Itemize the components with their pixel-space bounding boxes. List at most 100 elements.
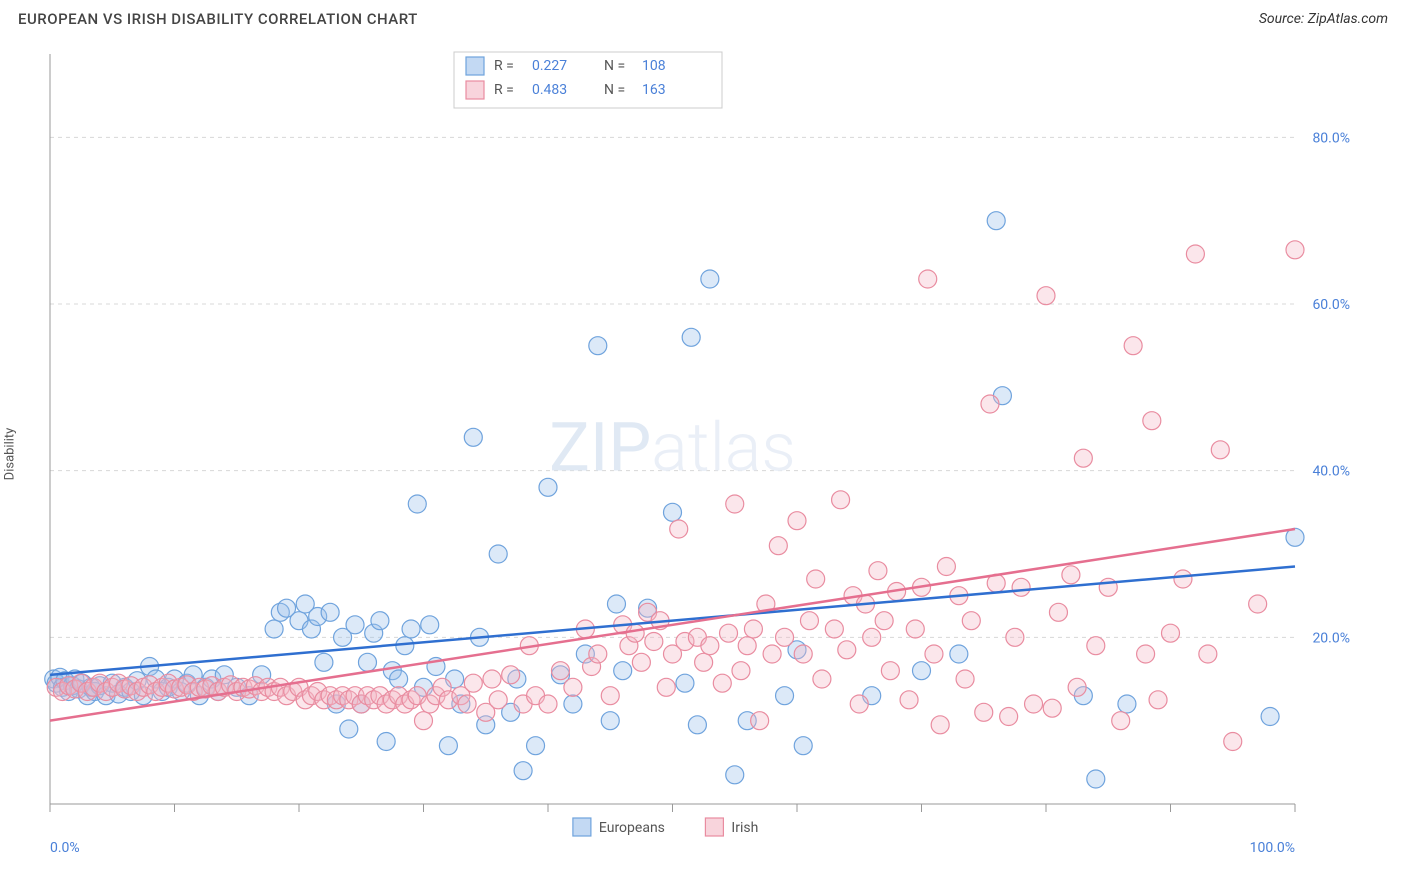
data-point [825,620,843,638]
data-point [1012,578,1030,596]
data-point [415,712,433,730]
x-tick-label: 0.0% [50,840,80,856]
scatter-chart: 20.0%40.0%60.0%80.0%ZIPatlas0.0%100.0%R … [0,34,1406,874]
data-point [900,691,918,709]
data-point [688,716,706,734]
data-point [975,703,993,721]
data-point [439,737,457,755]
data-point [589,645,607,663]
data-point [315,653,333,671]
data-point [421,616,439,634]
data-point [1174,570,1192,588]
data-point [744,620,762,638]
y-tick-label: 40.0% [1312,464,1350,480]
data-point [726,766,744,784]
y-tick-label: 20.0% [1312,630,1350,646]
data-point [664,503,682,521]
data-point [1006,628,1024,646]
data-point [390,670,408,688]
data-point [794,737,812,755]
data-point [483,670,501,688]
data-point [527,737,545,755]
data-point [358,653,376,671]
data-point [732,662,750,680]
data-point [464,428,482,446]
data-point [937,558,955,576]
data-point [607,595,625,613]
data-point [919,270,937,288]
data-point [713,674,731,692]
data-point [832,491,850,509]
data-point [701,637,719,655]
data-point [489,545,507,563]
watermark: ZIPatlas [549,408,796,488]
data-point [726,495,744,513]
legend-series-label: Europeans [599,820,665,836]
legend-series-label: Irish [731,820,758,836]
data-point [906,620,924,638]
data-point [657,678,675,696]
data-point [695,653,713,671]
data-point [1286,241,1304,259]
data-point [1118,695,1136,713]
legend-r-label: R = [494,82,514,98]
data-point [913,662,931,680]
data-point [1068,678,1086,696]
data-point [950,645,968,663]
data-point [875,612,893,630]
data-point [676,674,694,692]
data-point [1186,245,1204,263]
data-point [564,678,582,696]
data-point [340,720,358,738]
data-point [956,670,974,688]
data-point [1043,699,1061,717]
data-point [881,662,899,680]
data-point [539,695,557,713]
data-point [1137,645,1155,663]
data-point [1087,770,1105,788]
data-point [720,624,738,642]
legend-swatch [466,57,484,75]
data-point [682,328,700,346]
source-prefix: Source: [1259,11,1308,27]
data-point [408,495,426,513]
data-point [738,637,756,655]
data-point [614,662,632,680]
data-point [1074,449,1092,467]
legend-swatch [573,818,591,836]
data-point [321,603,339,621]
data-point [346,616,364,634]
data-point [987,212,1005,230]
data-point [869,562,887,580]
chart-container: Disability 20.0%40.0%60.0%80.0%ZIPatlas0… [0,34,1406,874]
data-point [807,570,825,588]
data-point [551,662,569,680]
data-point [564,695,582,713]
data-point [514,762,532,780]
legend-swatch [466,81,484,99]
data-point [794,645,812,663]
legend-n-label: N = [604,58,625,74]
data-point [800,612,818,630]
legend-swatch [705,818,723,836]
data-point [1062,566,1080,584]
data-point [458,695,476,713]
data-point [1087,637,1105,655]
data-point [1199,645,1217,663]
data-point [371,612,389,630]
data-point [601,712,619,730]
source-name: ZipAtlas.com [1308,11,1388,27]
data-point [788,512,806,530]
data-point [1049,603,1067,621]
y-tick-label: 80.0% [1312,130,1350,146]
data-point [776,628,794,646]
legend-r-value: 0.483 [532,82,567,98]
data-point [751,712,769,730]
data-point [701,270,719,288]
data-point [769,537,787,555]
data-point [601,687,619,705]
data-point [1112,712,1130,730]
y-tick-label: 60.0% [1312,297,1350,313]
data-point [502,666,520,684]
data-point [645,633,663,651]
